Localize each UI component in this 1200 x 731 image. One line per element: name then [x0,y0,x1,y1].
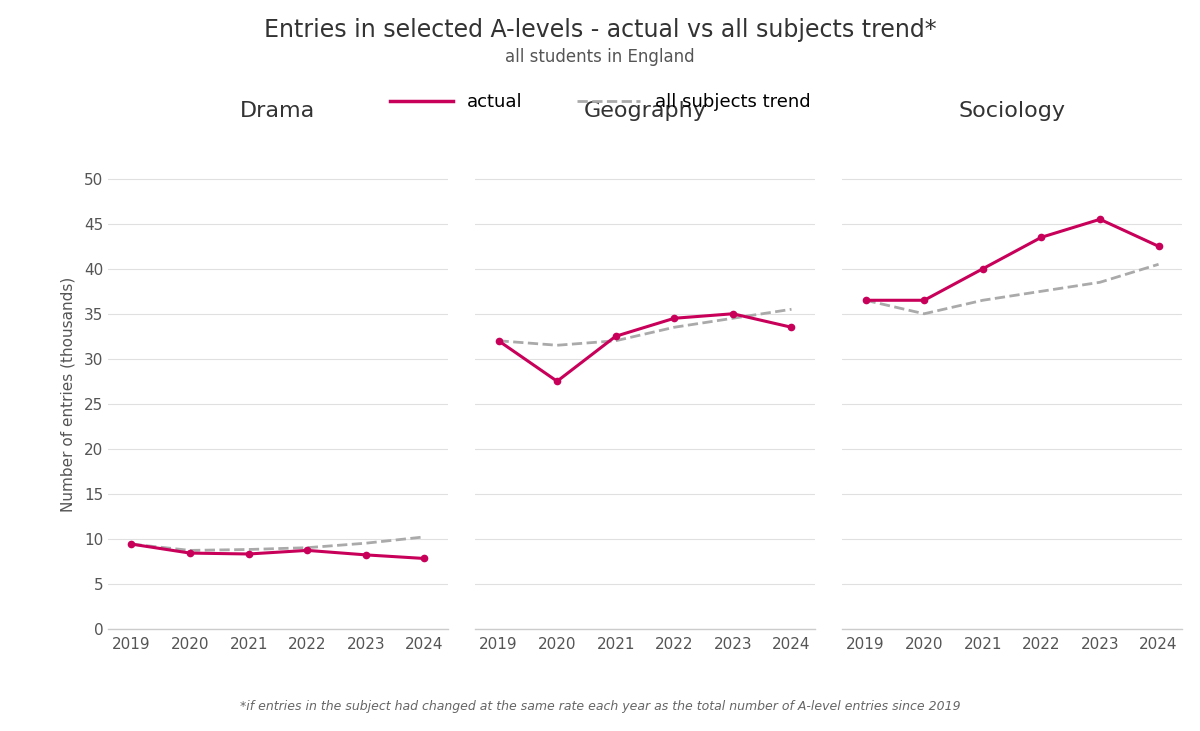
Y-axis label: Number of entries (thousands): Number of entries (thousands) [60,277,76,512]
Legend: actual, all subjects trend: actual, all subjects trend [383,86,817,118]
Text: *if entries in the subject had changed at the same rate each year as the total n: *if entries in the subject had changed a… [240,700,960,713]
Text: Entries in selected A-levels - actual vs all subjects trend*: Entries in selected A-levels - actual vs… [264,18,936,42]
Text: Geography: Geography [583,101,707,121]
Text: Sociology: Sociology [959,101,1066,121]
Text: Drama: Drama [240,101,316,121]
Text: all students in England: all students in England [505,48,695,66]
